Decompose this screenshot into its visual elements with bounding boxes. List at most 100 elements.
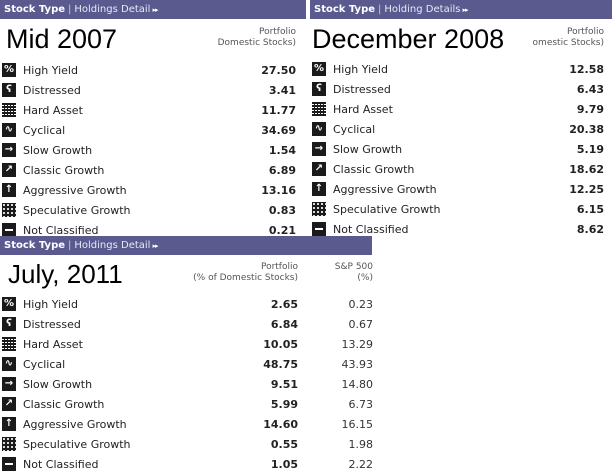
tab-holdings-detail[interactable]: Holding Details: [384, 4, 461, 15]
sp500-value: 13.29: [341, 338, 374, 351]
portfolio-value: 6.15: [576, 203, 604, 216]
aggressive-growth-icon: ↑: [2, 417, 16, 431]
holding-label: Not Classified: [23, 224, 99, 237]
holding-label: Aggressive Growth: [333, 183, 437, 196]
holding-row: ↑ Aggressive Growth 12.25: [310, 181, 612, 198]
not-classified-icon: [2, 223, 16, 237]
tab-stock-type[interactable]: Stock Type: [4, 4, 66, 15]
holding-label: Distressed: [23, 84, 81, 97]
cyclical-icon: ∿: [2, 357, 16, 371]
portfolio-value: 20.38: [569, 123, 604, 136]
sp500-value: 6.73: [348, 398, 374, 411]
holding-label: Classic Growth: [23, 164, 105, 177]
sp500-value: 0.23: [348, 298, 374, 311]
slow-growth-icon: →: [2, 143, 16, 157]
slow-growth-icon: →: [312, 142, 326, 156]
tab-separator: |: [68, 240, 72, 251]
portfolio-value: 0.21: [268, 224, 296, 237]
holding-label: High Yield: [23, 298, 78, 311]
holding-label: Cyclical: [23, 358, 66, 371]
portfolio-value: 48.75: [263, 358, 298, 371]
sp500-value: 43.93: [341, 358, 374, 371]
holding-row: ∿ Cyclical 20.38: [310, 121, 612, 138]
sp500-value: 1.98: [348, 438, 374, 451]
holding-row: ʕ Distressed 6.84 0.67: [0, 316, 380, 333]
portfolio-value: 9.51: [270, 378, 298, 391]
column-header-line: Domestic Stocks): [217, 38, 296, 48]
holding-label: Hard Asset: [333, 103, 393, 116]
panel-july-2011: Stock Type | Holdings Detail ▸▸ July, 2011 …: [0, 236, 380, 474]
holding-label: Cyclical: [23, 124, 66, 137]
speculative-growth-icon: [2, 203, 16, 217]
holding-label: Slow Growth: [23, 378, 93, 391]
sp500-column-header: S&P 500 (%): [310, 262, 373, 284]
panel-header: Stock Type | Holdings Detail ▸▸: [0, 236, 372, 255]
holding-row: Hard Asset 9.79: [310, 101, 612, 118]
cyclical-icon: ∿: [2, 123, 16, 137]
column-header-line: (%): [357, 273, 373, 283]
high-yield-icon: %: [2, 63, 16, 77]
portfolio-value: 8.62: [576, 223, 604, 236]
distressed-icon: ʕ: [312, 82, 326, 96]
holding-row: → Slow Growth 9.51 14.80: [0, 376, 380, 393]
tab-stock-type[interactable]: Stock Type: [314, 4, 376, 15]
holding-row: Speculative Growth 6.15: [310, 201, 612, 218]
holding-row: Not Classified 8.62: [310, 221, 612, 238]
portfolio-value: 6.43: [576, 83, 604, 96]
sp500-value: 0.67: [348, 318, 374, 331]
sp500-value: 16.15: [341, 418, 374, 431]
holding-label: Speculative Growth: [333, 203, 441, 216]
holding-label: Speculative Growth: [23, 204, 131, 217]
holding-label: High Yield: [333, 63, 388, 76]
holding-label: Slow Growth: [23, 144, 93, 157]
panel-header: Stock Type | Holdings Detail ▸▸: [0, 0, 306, 19]
column-header-line: (% of Domestic Stocks): [193, 273, 298, 283]
holding-label: Aggressive Growth: [23, 418, 127, 431]
tab-stock-type[interactable]: Stock Type: [4, 240, 66, 251]
hard-asset-icon: [312, 102, 326, 116]
portfolio-value: 34.69: [261, 124, 296, 137]
portfolio-value: 14.60: [263, 418, 298, 431]
high-yield-icon: %: [312, 62, 326, 76]
holding-label: Not Classified: [333, 223, 409, 236]
column-header-line: Portfolio: [260, 262, 298, 272]
portfolio-value: 10.05: [263, 338, 298, 351]
holding-row: ↗ Classic Growth 6.89: [0, 162, 306, 179]
column-header-line: Portfolio: [566, 27, 604, 37]
tab-holdings-detail[interactable]: Holdings Detail: [74, 4, 151, 15]
holdings-rows: % High Yield 2.65 0.23 ʕ Distressed 6.84 0.67 Ha…: [0, 236, 380, 474]
aggressive-growth-icon: ↑: [312, 182, 326, 196]
holding-row: Not Classified 0.21: [0, 222, 306, 239]
tab-holdings-detail[interactable]: Holdings Detail: [74, 240, 151, 251]
tab-separator: |: [378, 4, 382, 15]
holding-label: Hard Asset: [23, 338, 83, 351]
portfolio-column-header: Portfolio (% of Domestic Stocks): [160, 262, 298, 284]
portfolio-value: 3.41: [268, 84, 296, 97]
holding-label: High Yield: [23, 64, 78, 77]
portfolio-value: 11.77: [261, 104, 296, 117]
period-title: July, 2011: [8, 259, 123, 289]
holding-row: % High Yield 2.65 0.23: [0, 296, 380, 313]
distressed-icon: ʕ: [2, 83, 16, 97]
portfolio-value: 9.79: [576, 103, 604, 116]
portfolio-value: 1.54: [268, 144, 296, 157]
holding-label: Speculative Growth: [23, 438, 131, 451]
double-arrow-icon: ▸▸: [462, 6, 468, 14]
holding-row: % High Yield 27.50: [0, 62, 306, 79]
column-header-line: omestic Stocks): [532, 38, 604, 48]
portfolio-value: 1.05: [270, 458, 298, 471]
holding-row: Speculative Growth 0.55 1.98: [0, 436, 380, 453]
holding-label: Classic Growth: [333, 163, 415, 176]
holding-row: → Slow Growth 1.54: [0, 142, 306, 159]
portfolio-value: 12.58: [569, 63, 604, 76]
portfolio-value: 6.84: [270, 318, 298, 331]
holding-row: Speculative Growth 0.83: [0, 202, 306, 219]
holding-row: ↗ Classic Growth 18.62: [310, 161, 612, 178]
portfolio-value: 0.83: [268, 204, 296, 217]
holdings-rows: % High Yield 27.50 ʕ Distressed 3.41 Hard Asse…: [0, 0, 306, 237]
holding-row: Not Classified 1.05 2.22: [0, 456, 380, 473]
tab-separator: |: [68, 4, 72, 15]
holding-row: % High Yield 12.58: [310, 61, 612, 78]
not-classified-icon: [2, 457, 16, 471]
aggressive-growth-icon: ↑: [2, 183, 16, 197]
